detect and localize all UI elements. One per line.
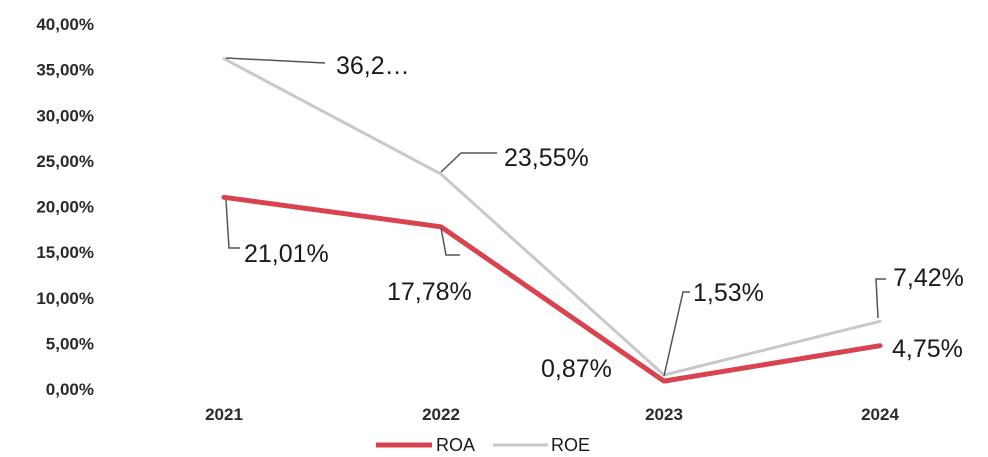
data-labels: 21,01% 17,78% 0,87% 4,75% 36,2… 23,55% 1,53% 7,… bbox=[244, 52, 964, 383]
data-label-roe: 7,42% bbox=[893, 264, 964, 292]
leader-line-roe bbox=[440, 152, 497, 173]
y-tick-label: 10,00% bbox=[36, 289, 94, 308]
x-tick-label: 2023 bbox=[645, 405, 683, 424]
y-tick-label: 5,00% bbox=[46, 334, 94, 353]
data-label-roa: 4,75% bbox=[892, 335, 963, 363]
data-label-roe: 23,55% bbox=[504, 144, 589, 172]
y-tick-label: 30,00% bbox=[36, 106, 94, 125]
y-tick-label: 15,00% bbox=[36, 243, 94, 262]
series-line-roa bbox=[221, 194, 883, 384]
data-label-roa: 21,01% bbox=[244, 240, 329, 268]
y-tick-label: 20,00% bbox=[36, 198, 94, 217]
series-lines bbox=[221, 57, 883, 384]
leader-line-roe bbox=[663, 291, 690, 377]
x-tick-label: 2021 bbox=[205, 405, 243, 424]
series-line-roe bbox=[222, 57, 882, 377]
x-axis: 2021 2022 2023 2024 bbox=[205, 405, 899, 424]
data-label-roe: 36,2… bbox=[336, 52, 410, 80]
y-tick-label: 25,00% bbox=[36, 152, 94, 171]
leader-line-roe bbox=[875, 278, 886, 319]
y-axis: 0,00% 5,00% 10,00% 15,00% 20,00% 25,00% 30,00%… bbox=[36, 15, 94, 399]
leader-line-roa bbox=[225, 199, 240, 249]
data-label-roa: 0,87% bbox=[541, 355, 612, 383]
y-tick-label: 0,00% bbox=[46, 380, 94, 399]
data-label-roe: 1,53% bbox=[693, 279, 764, 307]
y-tick-label: 35,00% bbox=[36, 61, 94, 80]
data-label-roa: 17,78% bbox=[387, 278, 472, 306]
x-tick-label: 2022 bbox=[422, 405, 460, 424]
legend: ROA ROE bbox=[376, 435, 590, 455]
legend-label-roa: ROA bbox=[436, 435, 475, 455]
leader-line-roa bbox=[440, 227, 460, 256]
label-leader-lines bbox=[225, 57, 886, 377]
y-tick-label: 40,00% bbox=[36, 15, 94, 34]
legend-label-roe: ROE bbox=[551, 435, 590, 455]
leader-line-roe bbox=[225, 57, 326, 64]
x-tick-label: 2024 bbox=[861, 405, 899, 424]
